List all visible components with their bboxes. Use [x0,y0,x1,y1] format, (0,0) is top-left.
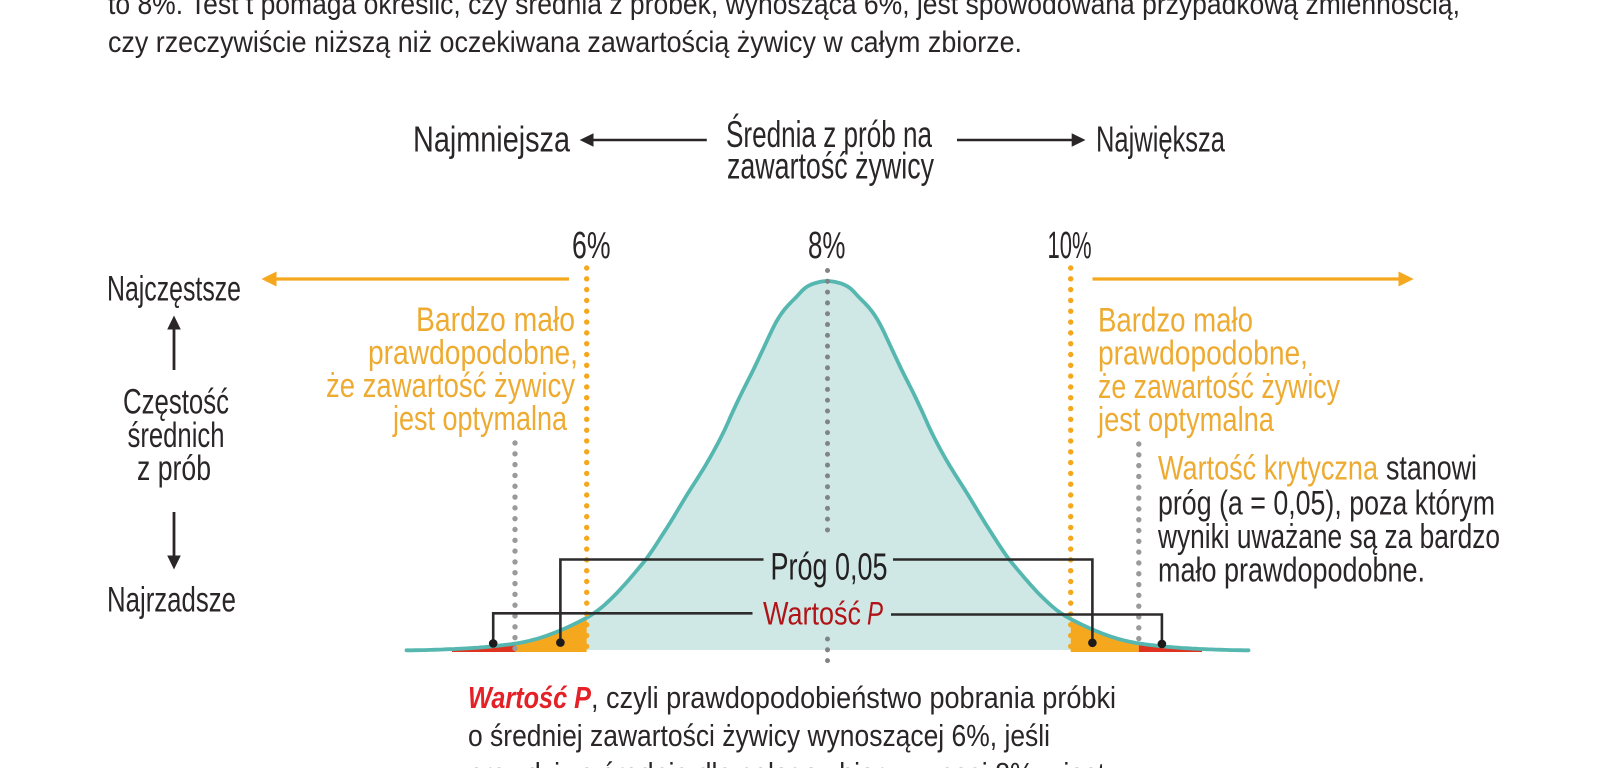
svg-text:6%: 6% [572,225,611,267]
svg-text:prawdopodobne,: prawdopodobne, [368,334,578,372]
svg-text:Wartość: Wartość [763,596,861,632]
svg-text:zawartość żywicy: zawartość żywicy [727,146,934,187]
svg-text:czy rzeczywiście niższą niż oc: czy rzeczywiście niższą niż oczekiwana z… [108,26,1022,59]
svg-text:Częstość: Częstość [123,382,229,421]
svg-text:Próg 0,05: Próg 0,05 [771,547,888,589]
svg-text:jest optymalna: jest optymalna [1097,401,1274,439]
svg-text:z prób: z prób [137,449,211,488]
svg-text:że zawartość żywicy: że zawartość żywicy [326,367,575,405]
svg-text:8%: 8% [808,225,846,267]
svg-text:stanowi: stanowi [1386,450,1477,488]
svg-text:Bardzo mało: Bardzo mało [1098,302,1253,340]
svg-text:Najczęstsze: Najczęstsze [107,270,241,309]
svg-text:średnich: średnich [128,416,225,455]
svg-text:prawdziwa średnia dla całego z: prawdziwa średnia dla całego zbioru wyno… [468,756,1105,768]
svg-text:Najmniejsza: Najmniejsza [413,119,571,160]
svg-text:Wartość P: Wartość P [468,680,591,715]
svg-text:mało prawdopodobne.: mało prawdopodobne. [1158,552,1425,590]
svg-text:P: P [867,596,883,632]
svg-text:jest optymalna: jest optymalna [392,400,567,438]
svg-text:Wartość krytyczna: Wartość krytyczna [1158,450,1378,488]
svg-text:, czyli prawdopodobieństwo pob: , czyli prawdopodobieństwo pobrania prób… [591,680,1116,715]
svg-text:Bardzo mało: Bardzo mało [416,301,575,339]
svg-text:Najrzadsze: Najrzadsze [107,581,236,620]
svg-text:10%: 10% [1048,225,1092,267]
svg-text:wyniki uważane są za bardzo: wyniki uważane są za bardzo [1157,518,1500,556]
svg-text:że zawartość żywicy: że zawartość żywicy [1098,368,1340,406]
svg-text:Największa: Największa [1096,119,1226,160]
svg-text:o średniej zawartości żywicy w: o średniej zawartości żywicy wynoszącej … [468,718,1050,753]
svg-text:prawdopodobne,: prawdopodobne, [1098,335,1308,373]
svg-text:to 8%. Test t pomaga określić,: to 8%. Test t pomaga określić, czy średn… [108,0,1460,21]
svg-text:Średnia z prób na: Średnia z prób na [726,113,932,155]
svg-text:próg (a = 0,05), poza którym: próg (a = 0,05), poza którym [1158,485,1495,523]
